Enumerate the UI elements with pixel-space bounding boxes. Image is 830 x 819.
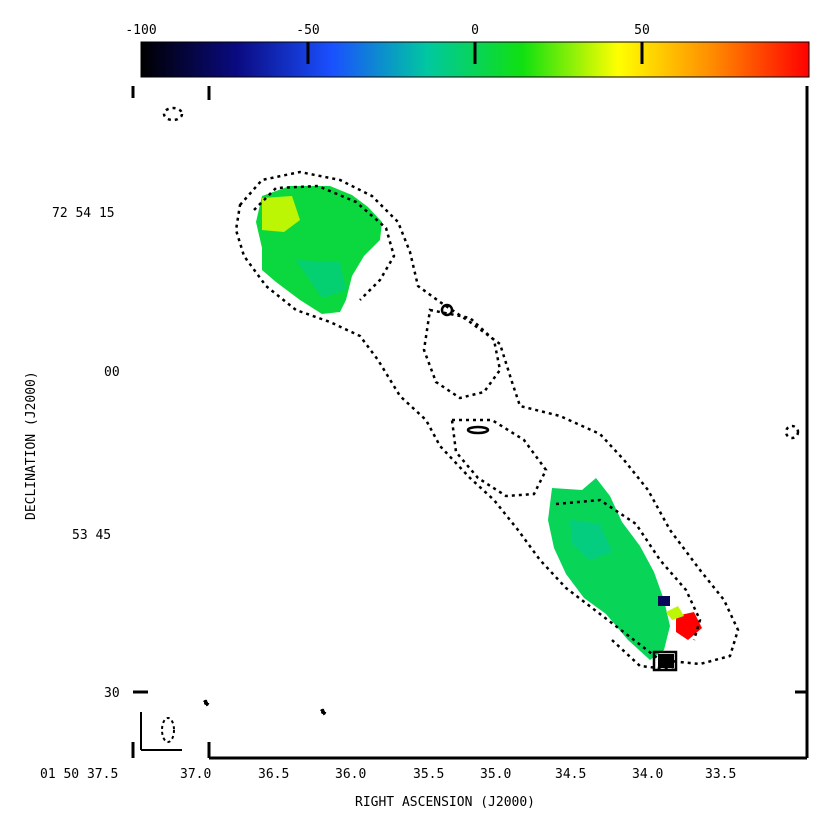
y-tick-label-3: 53 45: [72, 528, 111, 543]
plot-frame: [131, 86, 809, 760]
contour-line-5: [555, 498, 702, 641]
x-tick-label-2: 37.0: [180, 767, 211, 782]
x-tick-label-6: 35.0: [480, 767, 511, 782]
colorbar-tick-label: 50: [634, 23, 650, 38]
contour-line-1: [234, 170, 740, 666]
isolated-contour: [652, 650, 678, 672]
se-lobe-region: [548, 478, 670, 660]
isolated-contour: [202, 699, 210, 707]
isolated-contour: [319, 708, 327, 716]
nw-lobe-low-patch: [296, 260, 346, 298]
x-tick-label-5: 35.5: [413, 767, 444, 782]
nw-lobe-high-patch: [262, 196, 300, 232]
colorbar-tick-label: -100: [125, 23, 156, 38]
isolated-contour: [784, 424, 800, 440]
x-axis-title: RIGHT ASCENSION (J2000): [355, 795, 535, 810]
contour-line-4: [450, 418, 548, 498]
contour-line-3: [422, 308, 502, 400]
x-tick-label-1: 01 50 37.5: [40, 767, 118, 782]
x-tick-label-9: 33.5: [705, 767, 736, 782]
x-tick-label-4: 36.0: [335, 767, 366, 782]
se-lobe-inner-patch: [570, 520, 612, 560]
intensity-contours: [162, 106, 800, 716]
colorbar-ticks: -100 -50 0 50: [125, 23, 650, 64]
isolated-contour: [162, 106, 184, 122]
se-lobe-low-patch: [658, 596, 670, 606]
se-lobe-low-patch: [658, 654, 674, 668]
y-tick-label-1: 72 54 15: [52, 206, 115, 221]
x-tick-label-8: 34.0: [632, 767, 663, 782]
x-tick-label-3: 36.5: [258, 767, 289, 782]
colorbar-tick-label: 0: [471, 23, 479, 38]
colorbar: -100 -50 0 50: [125, 23, 810, 78]
x-tick-label-7: 34.5: [555, 767, 586, 782]
isolated-contour: [466, 425, 490, 435]
y-axis-title: DECLINATION (J2000): [24, 371, 39, 520]
colorbar-tick-label: -50: [296, 23, 319, 38]
beam-box: [140, 712, 182, 751]
contour-line-2: [253, 184, 396, 301]
velocity-lobes: [256, 186, 702, 668]
se-lobe-yellow-patch: [666, 606, 684, 620]
y-tick-label-2: 00: [104, 365, 120, 380]
y-tick-label-4: 30: [104, 686, 120, 701]
isolated-contour: [440, 303, 454, 317]
